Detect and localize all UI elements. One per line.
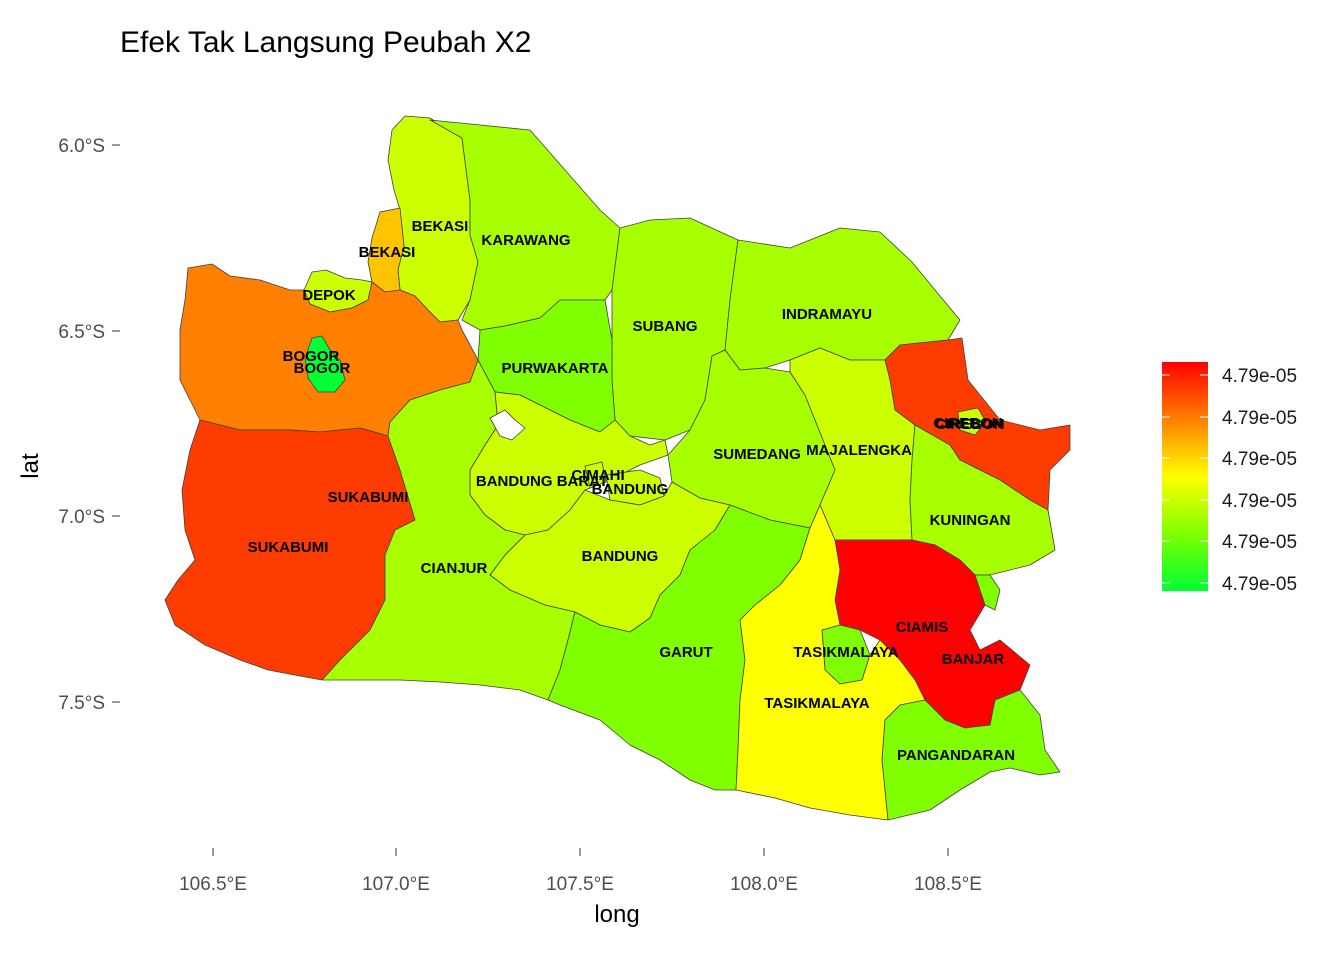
legend-label: 4.79e-05 bbox=[1222, 449, 1297, 470]
region-pangandaran[interactable] bbox=[881, 689, 1061, 821]
region-label: CIREBON bbox=[935, 416, 1004, 433]
x-tick-label: 106.5°E bbox=[179, 874, 247, 895]
legend: 4.79e-05 4.79e-05 4.79e-05 4.79e-05 4.79… bbox=[1162, 362, 1297, 595]
region-label: CIREBON bbox=[933, 415, 1002, 432]
region-label: SUMEDANG bbox=[713, 446, 801, 463]
region-label: BANDUNG bbox=[582, 548, 659, 565]
region-label: BOGOR bbox=[294, 360, 351, 377]
region-label: CIMAHI bbox=[571, 467, 624, 484]
y-tick-label: 7.5°S bbox=[58, 693, 105, 714]
region-cianjur[interactable] bbox=[321, 359, 576, 701]
legend-label: 4.79e-05 bbox=[1222, 408, 1297, 429]
x-tick-label: 108.5°E bbox=[914, 874, 982, 895]
region-label: BANDUNG bbox=[592, 481, 669, 498]
x-tick-label: 108.0°E bbox=[730, 874, 798, 895]
region-label: TASIKMALAYA bbox=[793, 644, 898, 661]
legend-label: 4.79e-05 bbox=[1222, 532, 1297, 553]
region-bogor-city[interactable] bbox=[304, 335, 346, 393]
region-label: SUKABUMI bbox=[248, 539, 329, 556]
y-tick-label: 7.0°S bbox=[58, 507, 105, 528]
region-label: KUNINGAN bbox=[930, 512, 1011, 529]
reservoir-gap bbox=[489, 409, 526, 441]
region-label: BEKASI bbox=[412, 218, 469, 235]
region-cirebon-city[interactable] bbox=[957, 407, 987, 436]
region-cimahi[interactable] bbox=[584, 461, 607, 489]
region-tasikmalaya-regency[interactable] bbox=[735, 504, 926, 821]
region-label: MAJALENGKA bbox=[806, 442, 912, 459]
region-label: SUKABUMI bbox=[328, 489, 409, 506]
region-label: SUBANG bbox=[632, 318, 697, 335]
x-tick-label: 107.0°E bbox=[362, 874, 430, 895]
region-layer bbox=[164, 115, 1071, 821]
x-tick-label: 107.5°E bbox=[546, 874, 614, 895]
x-axis-title: long bbox=[594, 901, 639, 928]
region-label: BANJAR bbox=[942, 651, 1005, 668]
region-label: CIAMIS bbox=[896, 619, 949, 636]
x-axis: 106.5°E 107.0°E 107.5°E 108.0°E 108.5°E bbox=[179, 848, 982, 895]
region-label: GARUT bbox=[659, 644, 712, 661]
region-label: BANDUNG BARAT bbox=[476, 473, 608, 490]
legend-label: 4.79e-05 bbox=[1222, 366, 1297, 387]
y-axis: 6.0°S 6.5°S 7.0°S 7.5°S bbox=[58, 136, 120, 714]
y-axis-title: lat bbox=[17, 453, 44, 479]
region-label: INDRAMAYU bbox=[782, 306, 872, 323]
region-label: BOGOR bbox=[283, 348, 340, 365]
legend-label: 4.79e-05 bbox=[1222, 491, 1297, 512]
region-labels: BEKASI BEKASI KARAWANG DEPOK BOGOR BOGOR… bbox=[248, 218, 1015, 764]
chart-title: Efek Tak Langsung Peubah X2 bbox=[120, 26, 532, 59]
region-label: TASIKMALAYA bbox=[764, 695, 869, 712]
region-banjar[interactable] bbox=[974, 574, 1001, 611]
region-label: PURWAKARTA bbox=[502, 360, 609, 377]
legend-colorbar bbox=[1162, 362, 1208, 591]
region-label: BEKASI bbox=[359, 244, 416, 261]
region-label: PANGANDARAN bbox=[897, 747, 1015, 764]
region-label: CIANJUR bbox=[421, 560, 488, 577]
legend-label: 4.79e-05 bbox=[1222, 574, 1297, 595]
region-label: DEPOK bbox=[302, 287, 356, 304]
y-tick-label: 6.5°S bbox=[58, 322, 105, 343]
y-tick-label: 6.0°S bbox=[58, 136, 105, 157]
region-label: KARAWANG bbox=[481, 232, 570, 249]
